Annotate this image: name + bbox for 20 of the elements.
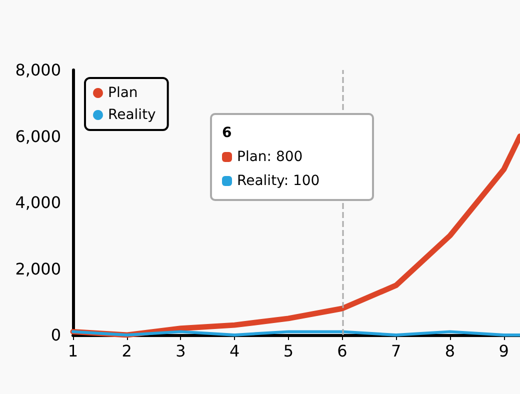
y-tick-label: 0 bbox=[50, 326, 61, 344]
x-tick-label: 7 bbox=[391, 342, 402, 360]
y-tick-label: 4,000 bbox=[15, 193, 61, 212]
y-tick-label: 8,000 bbox=[15, 60, 61, 80]
x-tick-label: 2 bbox=[122, 342, 132, 360]
x-tick-label: 4 bbox=[229, 342, 240, 360]
x-tick-label: 6 bbox=[337, 342, 348, 360]
annotation: 6 bbox=[222, 124, 232, 143]
legend-label: Reality bbox=[108, 107, 156, 123]
y-tick-label: 6,000 bbox=[15, 126, 61, 146]
annotation: Plan: 800 bbox=[237, 148, 303, 167]
legend-label: Plan bbox=[108, 85, 138, 101]
x-tick-label: 9 bbox=[498, 342, 509, 360]
tooltip-box: 6 Plan: 800 Reality: 100 bbox=[210, 113, 374, 201]
y-tick-label: 2,000 bbox=[15, 259, 61, 278]
x-tick-label: 1 bbox=[68, 342, 78, 360]
x-tick-label: 5 bbox=[283, 342, 294, 360]
annotation: Reality: 100 bbox=[237, 172, 320, 191]
x-tick-label: 3 bbox=[176, 342, 186, 360]
x-tick-label: 8 bbox=[444, 342, 456, 360]
